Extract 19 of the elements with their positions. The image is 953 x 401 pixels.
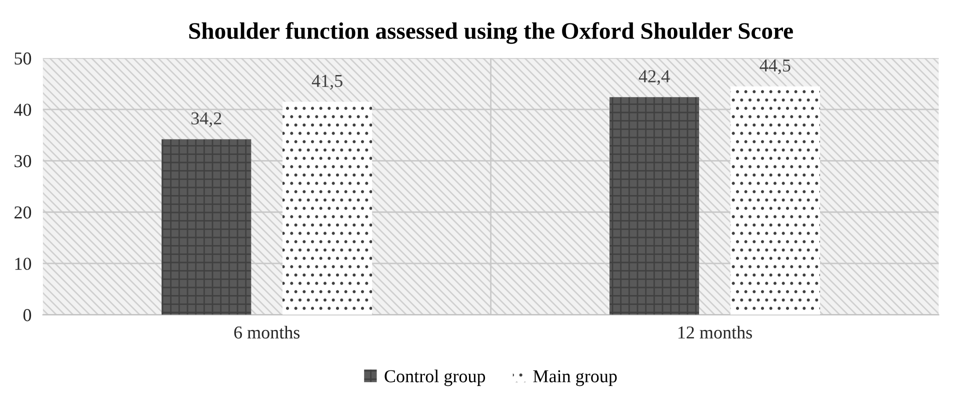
y-tick-label: 10 [15, 258, 32, 270]
chart-title: Shoulder function assessed using the Oxford Shoulder Score [189, 22, 793, 44]
y-tick-label: 30 [14, 155, 32, 168]
bar [730, 86, 820, 315]
legend-label: Control group [384, 370, 486, 386]
data-label: 44,5 [760, 60, 790, 74]
bar [162, 139, 252, 315]
bar [282, 102, 372, 315]
data-label: 42,4 [638, 70, 670, 85]
y-tick-label: 40 [14, 104, 32, 116]
bar [609, 97, 700, 315]
x-tick-label: 12 months [678, 326, 752, 339]
legend-label: Main group [533, 370, 617, 386]
x-tick-label: 6 months [234, 326, 300, 339]
data-label: 41,5 [312, 74, 342, 90]
y-tick-label: 50 [14, 52, 32, 65]
y-tick-label: 0 [23, 309, 32, 322]
y-tick-label: 20 [14, 206, 32, 219]
data-label: 34,2 [191, 112, 222, 128]
